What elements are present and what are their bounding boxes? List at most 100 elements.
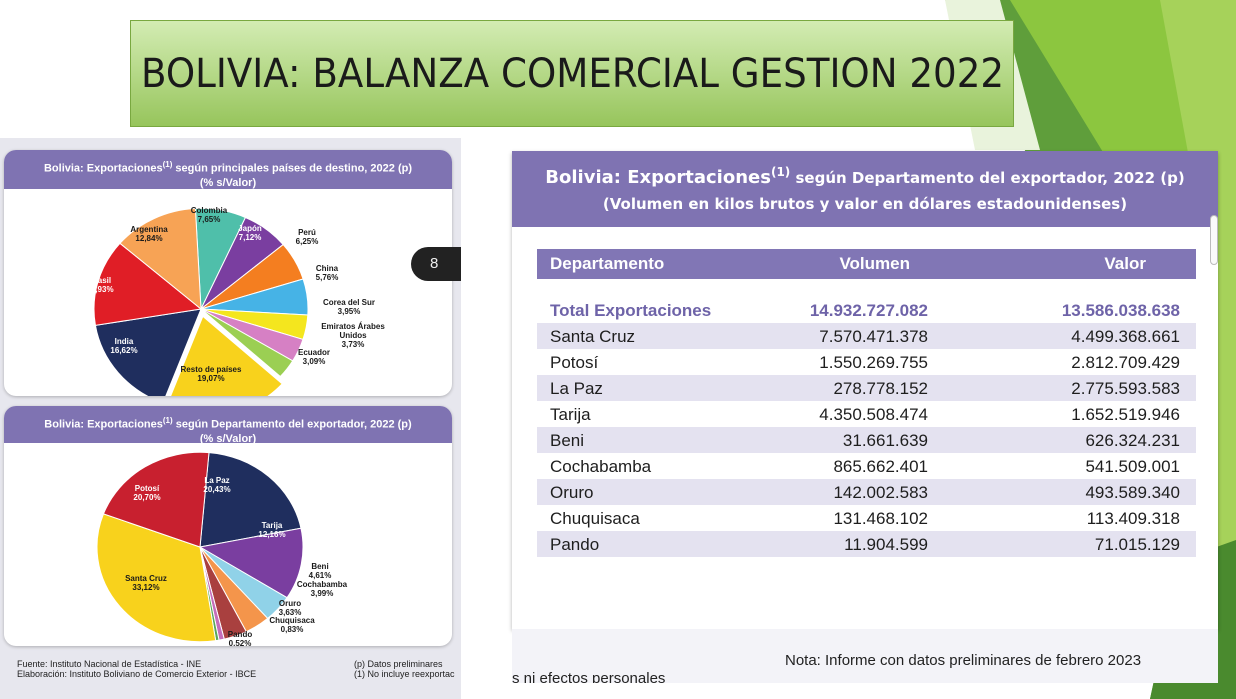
pie-label-value-oruro: 3,63% (279, 608, 302, 617)
pie-label-name-corea-del-sur: Corea del Sur (323, 298, 375, 307)
source-line-2: Elaboración: Instituto Boliviano de Come… (17, 669, 257, 679)
table-row: Cochabamba 865.662.401 541.509.001 (537, 453, 1196, 479)
scrollbar-thumb[interactable] (1210, 215, 1218, 265)
pie-slice-brasil (93, 242, 203, 326)
column-header-departamento: Departamento (550, 254, 665, 273)
pie-label-value-corea-del-sur: 3,95% (338, 307, 361, 316)
pie-label-name-japon: Japón (238, 224, 262, 233)
pie-label-name-resto-de-paises: Resto de países (181, 365, 242, 374)
exports-table-subtitle: (Volumen en kilos brutos y valor en dóla… (602, 195, 1128, 213)
row-volumen: 278.778.152 (833, 379, 928, 398)
source-line-1: Fuente: Instituto Nacional de Estadístic… (17, 659, 202, 669)
pie-label-name-argentina: Argentina (130, 225, 168, 234)
pie-label-name-peru: Perú (298, 228, 316, 237)
row-name: Pando (550, 535, 600, 554)
pie-label-name-potosi: Potosí (135, 484, 160, 493)
row-volumen: 31.661.639 (842, 431, 928, 450)
pie-label-value-beni: 4,61% (309, 571, 332, 580)
row-name: Tarija (550, 405, 591, 424)
table-row: Santa Cruz 7.570.471.378 4.499.368.661 (537, 323, 1196, 349)
pie-label-value-brasil: 13,93% (86, 285, 113, 294)
pie-label-value-colombia: 7,65% (198, 215, 221, 224)
row-name: Oruro (550, 483, 594, 502)
pie-departments-title-sup: (1) (162, 416, 173, 425)
table-title-sup: (1) (770, 165, 791, 179)
pie-label-value-argentina: 12,84% (135, 234, 162, 243)
exports-table-header: Bolivia: Exportaciones(1) según Departam… (512, 151, 1218, 227)
column-header-volumen: Volumen (839, 254, 910, 273)
pie-card-departments: Bolivia: Exportaciones(1) según Departam… (4, 406, 452, 646)
row-name: Chuquisaca (550, 509, 640, 528)
pie-label-value-india: 16,62% (110, 346, 137, 355)
pie-slice-santa-cruz (96, 513, 217, 643)
table-row: La Paz 278.778.152 2.775.593.583 (537, 375, 1196, 401)
slide-title-box: BOLIVIA: BALANZA COMERCIAL GESTION 2022 (130, 20, 1014, 127)
row-name: Cochabamba (550, 457, 652, 476)
pie-slice-potosi (102, 451, 210, 548)
table-row: Potosí 1.550.269.755 2.812.709.429 (537, 349, 1196, 375)
row-volumen: 4.350.508.474 (819, 405, 928, 424)
pie-label-value-la-paz: 20,43% (203, 485, 230, 494)
pie-departments-subtitle: (% s/Valor) (199, 432, 257, 445)
pie-label-value-cochabamba: 3,99% (311, 589, 334, 598)
pie-label-name-la-paz: La Paz (204, 476, 229, 485)
table-row: Pando 11.904.599 71.015.129 (537, 531, 1196, 557)
pie-departments-title-pre: Bolivia: Exportaciones (44, 418, 163, 431)
table-row: Oruro 142.002.583 493.589.340 (537, 479, 1196, 505)
footnote-nota: Nota: Informe con datos preliminares de … (785, 652, 1142, 669)
pie-slice-ecuador (200, 308, 294, 378)
row-volumen: 131.468.102 (833, 509, 928, 528)
pie-label-value-japon: 7,12% (239, 233, 262, 242)
pie-label-value-resto-de-paises: 19,07% (197, 374, 224, 383)
pie-label-name-brasil: Brasil (89, 276, 111, 285)
table-header-row: Departamento Volumen Valor (537, 249, 1196, 279)
row-valor: 1.652.519.946 (1071, 405, 1180, 424)
notes-line-2: (1) No incluye reexportac (354, 669, 455, 679)
table-row: Tarija 4.350.508.474 1.652.519.946 (537, 401, 1196, 427)
pie-label-value-ecuador: 3,09% (303, 357, 326, 366)
table-row: Beni 31.661.639 626.324.231 (537, 427, 1196, 453)
table-row: Chuquisaca 131.468.102 113.409.318 (537, 505, 1196, 531)
exports-table-title: Bolivia: Exportaciones(1) según Departam… (512, 165, 1218, 188)
bottom-strip (512, 629, 1218, 683)
truncated-footnote: s ni efectos personales (512, 670, 666, 683)
pie-countries-title-post: según principales países de destino, 202… (172, 162, 412, 175)
pie-label-name-india: India (115, 337, 134, 346)
row-valor: 541.509.001 (1085, 457, 1180, 476)
total-name: Total Exportaciones (550, 301, 712, 320)
row-name: Beni (550, 431, 585, 450)
row-valor: 493.589.340 (1085, 483, 1180, 502)
pie-card-countries-header: Bolivia: Exportaciones(1) según principa… (4, 150, 452, 189)
row-name: Santa Cruz (550, 327, 636, 346)
pie-departments-title-post: según Departamento del exportador, 2022 … (172, 418, 412, 431)
row-valor: 4.499.368.661 (1071, 327, 1180, 346)
pie-label-value-emiratos-arabes-unidos: 3,73% (342, 340, 365, 349)
pie-label-name-emiratos-arabes: Emiratos Árabes (321, 322, 385, 331)
slide-title: BOLIVIA: BALANZA COMERCIAL GESTION 2022 (141, 51, 1005, 97)
table-title-post: según Departamento del exportador, 2022 … (790, 169, 1185, 187)
pie-countries-title-pre: Bolivia: Exportaciones (43, 162, 163, 175)
pie-label-name-colombia: Colombia (191, 206, 228, 215)
notes-line-1: (p) Datos preliminares (354, 659, 443, 669)
pie-label-value-peru: 6,25% (296, 237, 319, 246)
pie-label-name-santa-cruz: Santa Cruz (125, 574, 167, 583)
pie-label-name-pando: Pando (228, 630, 253, 639)
pie-card-departments-header: Bolivia: Exportaciones(1) según Departam… (4, 406, 452, 445)
row-valor: 113.409.318 (1086, 509, 1180, 528)
pie-label-name-beni: Beni (311, 562, 328, 571)
